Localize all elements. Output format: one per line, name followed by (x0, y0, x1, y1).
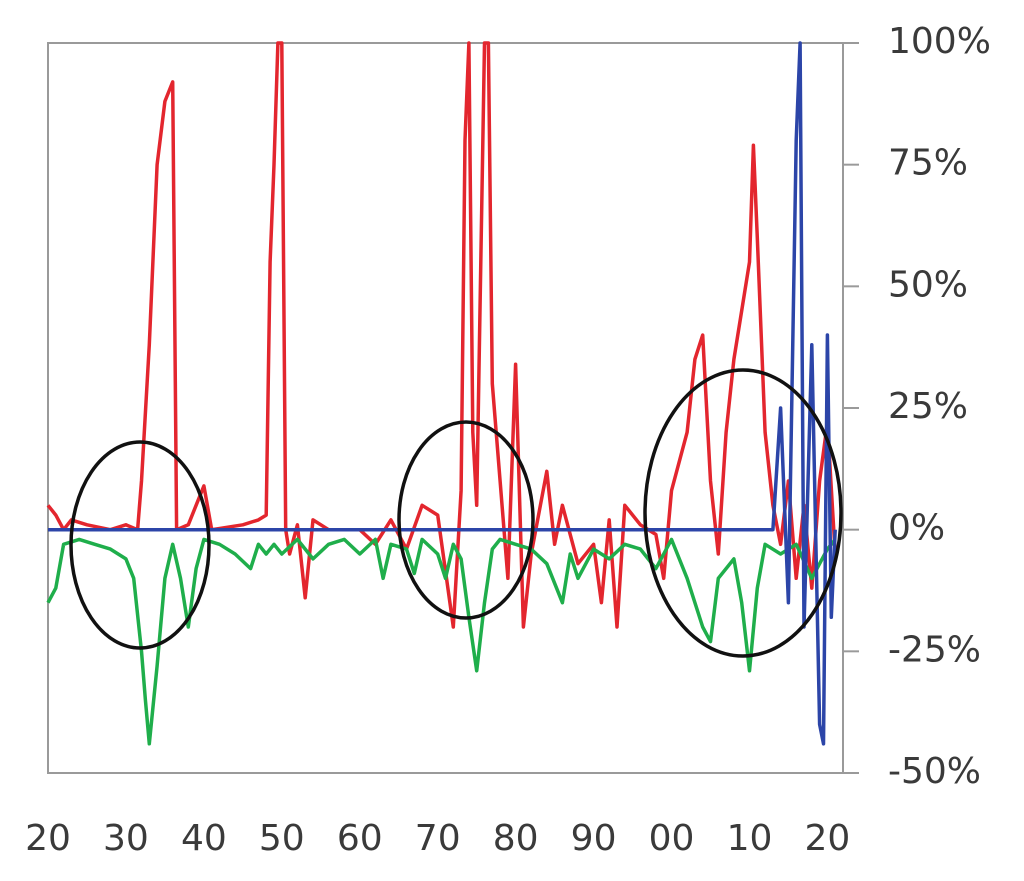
x-tick-label: 90 (571, 818, 617, 859)
y-tick-label: 50% (888, 264, 968, 305)
annotations (69, 368, 843, 658)
x-tick-label: 60 (337, 818, 383, 859)
plot-area: -50% -25% 0% 25% 50% 75% 100% 20 30 40 50 60 70 80 90 0… (25, 21, 991, 859)
highlight-ellipse (69, 440, 211, 650)
plot-frame (47, 42, 844, 774)
x-tick-label: 40 (181, 818, 227, 859)
y-tick-label: -25% (888, 629, 981, 670)
y-tick-label: 0% (888, 508, 945, 549)
y-tick-label: 25% (888, 386, 968, 427)
x-tick-label: 70 (415, 818, 461, 859)
y-tick-label: 100% (888, 21, 991, 62)
x-tick-label: 10 (727, 818, 773, 859)
x-tick-label: 50 (259, 818, 305, 859)
x-tick-label: 20 (25, 818, 71, 859)
series-line (46, 537, 837, 746)
series-line (46, 41, 837, 629)
x-tick-label: 80 (493, 818, 539, 859)
highlight-ellipse (643, 368, 843, 658)
x-tick-label: 00 (649, 818, 695, 859)
x-tick-label: 20 (805, 818, 851, 859)
x-tick-label: 30 (103, 818, 149, 859)
y-tick-label: -50% (888, 751, 981, 792)
highlight-ellipse (397, 420, 535, 620)
y-tick-label: 75% (888, 143, 968, 184)
